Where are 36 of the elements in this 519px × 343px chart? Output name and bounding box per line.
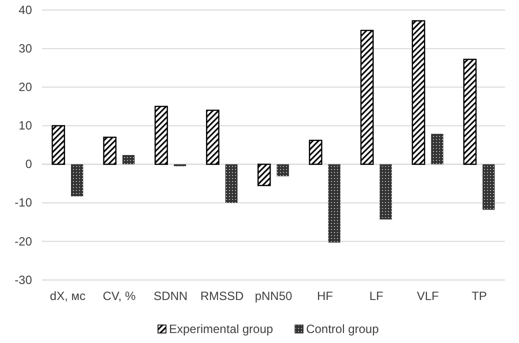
y-tick-label: 0 — [25, 157, 32, 172]
bar — [103, 136, 116, 165]
bar — [206, 110, 220, 165]
y-tick-label: 20 — [18, 80, 32, 94]
x-tick-label: pNN50 — [254, 289, 292, 303]
bar — [276, 164, 289, 176]
x-tick-label: TP — [472, 289, 487, 303]
y-tick-label: 10 — [18, 118, 32, 133]
bar — [257, 164, 271, 186]
bar — [412, 20, 426, 165]
legend-label: Experimental group — [169, 322, 274, 336]
bar — [122, 155, 135, 164]
bar — [70, 164, 84, 196]
x-tick-label: SDNN — [154, 289, 188, 303]
y-tick-label: 30 — [18, 41, 32, 56]
x-tick-label: RMSSD — [200, 289, 244, 303]
bar — [463, 58, 477, 165]
bar — [154, 106, 168, 165]
y-tick-label: -30 — [14, 272, 32, 287]
bar — [431, 134, 444, 164]
bar — [360, 30, 374, 165]
bar — [380, 164, 392, 220]
x-tick-label: dX, мс — [50, 289, 86, 303]
bar — [52, 125, 66, 165]
x-tick-label: CV, % — [102, 289, 136, 303]
bar — [308, 140, 322, 165]
x-tick-label: VLF — [416, 289, 439, 303]
x-tick-label: HF — [316, 289, 333, 303]
bar — [482, 164, 495, 210]
x-tick-label: LF — [369, 289, 384, 303]
y-tick-label: 40 — [18, 2, 32, 17]
legend-label: Control group — [306, 322, 380, 336]
bar — [328, 164, 340, 243]
y-tick-label: -10 — [14, 196, 32, 210]
bar — [225, 164, 238, 203]
y-tick-label: -20 — [14, 234, 32, 248]
